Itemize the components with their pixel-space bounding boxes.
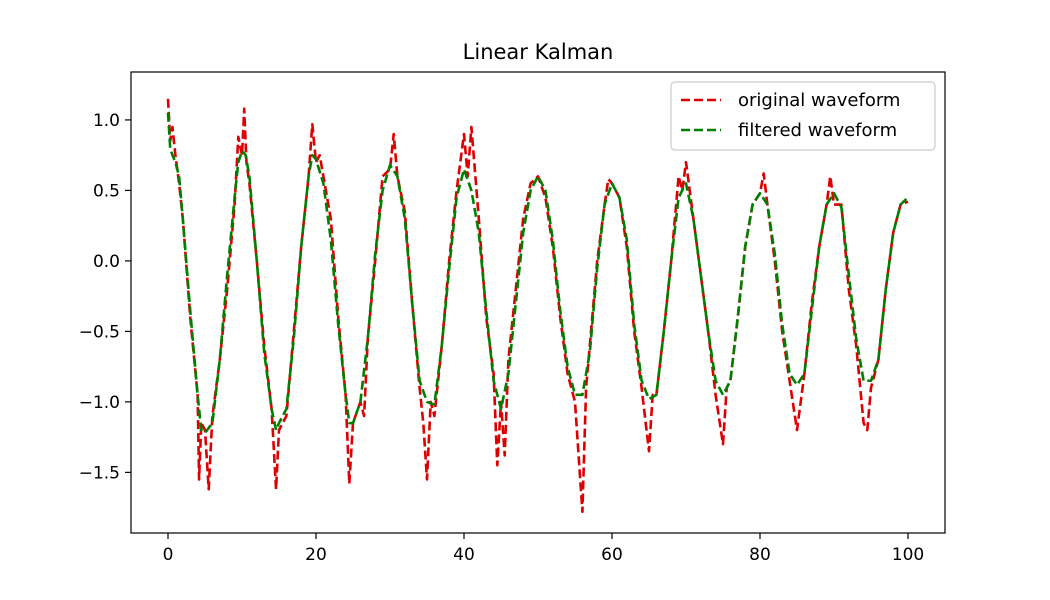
- plot-frame: [130, 71, 946, 534]
- series-line-2: [166, 112, 909, 435]
- legend-label-2: filtered waveform: [738, 120, 897, 141]
- plot-area: [166, 98, 909, 514]
- y-tick-label: −0.5: [79, 322, 120, 342]
- y-tick-label: 1.0: [93, 111, 120, 131]
- legend: original waveform filtered waveform: [670, 81, 936, 151]
- chart-title: Linear Kalman: [463, 40, 614, 64]
- x-tick-label: 80: [749, 545, 771, 565]
- x-axis: 0 20 40 60 80 100: [163, 533, 924, 565]
- x-tick-label: 60: [601, 545, 623, 565]
- x-tick-label: 100: [892, 545, 924, 565]
- legend-label-1: original waveform: [738, 90, 900, 111]
- series-line-1: [166, 98, 909, 514]
- legend-box: [670, 81, 936, 151]
- y-tick-label: 0.0: [93, 252, 120, 272]
- x-tick-label: 40: [453, 545, 475, 565]
- y-tick-label: −1.0: [79, 393, 120, 413]
- y-tick-label: 0.5: [93, 181, 120, 201]
- y-tick-label: −1.5: [79, 463, 120, 483]
- x-tick-label: 0: [163, 545, 174, 565]
- x-tick-label: 20: [305, 545, 327, 565]
- y-axis: −1.5 −1.0 −0.5 0.0 0.5 1.0: [79, 111, 131, 483]
